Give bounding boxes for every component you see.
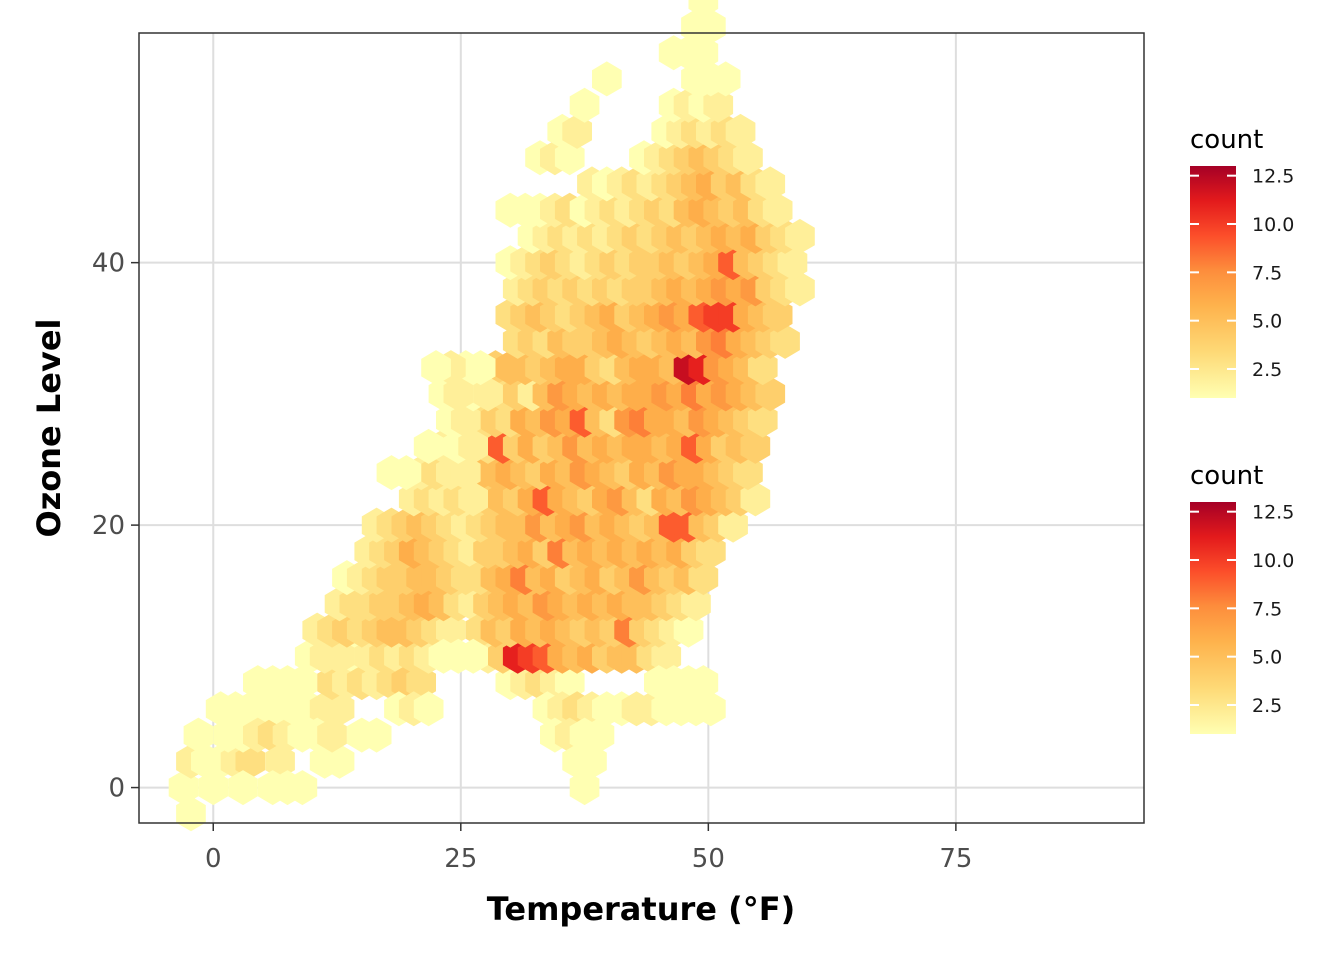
hex-bin <box>465 350 496 386</box>
hex-bin <box>495 192 526 228</box>
x-tick-label: 25 <box>444 844 477 874</box>
legend-colorbar <box>1190 502 1236 734</box>
hex-bin <box>688 0 719 18</box>
hex-bin <box>391 455 422 491</box>
legend-label: 5.0 <box>1252 311 1282 333</box>
color-legend: count 2.5 5.0 7.5 10.0 12.5 <box>1190 125 1294 398</box>
hex-bin <box>733 140 763 176</box>
hex-bin <box>755 376 786 412</box>
hex-bin <box>710 61 741 97</box>
hex-bin <box>673 612 704 648</box>
hex-bin <box>577 743 607 779</box>
axis-ticks: 0 25 50 75 0 20 40 <box>92 249 973 874</box>
y-tick-label: 0 <box>108 774 125 804</box>
hex-bin <box>421 350 451 386</box>
hex-bin <box>703 87 734 123</box>
y-tick-label: 40 <box>92 249 125 279</box>
hex-bin <box>770 323 800 359</box>
hex-bin <box>317 717 347 753</box>
x-tick-label: 75 <box>939 844 972 874</box>
hexbin-cells <box>168 0 815 832</box>
legend-label: 7.5 <box>1252 598 1282 620</box>
hex-bin <box>740 428 771 464</box>
hex-bin <box>458 481 488 517</box>
hex-bin <box>413 428 444 464</box>
legend-title: count <box>1190 125 1263 155</box>
legend-title: count <box>1190 461 1263 491</box>
hex-bin <box>228 770 258 806</box>
hex-bin <box>198 770 229 806</box>
hex-bin <box>554 140 585 176</box>
legend-label: 2.5 <box>1252 359 1282 381</box>
hex-bin <box>205 691 236 727</box>
hex-bin <box>243 665 273 701</box>
hex-bin <box>725 113 756 149</box>
hex-bin <box>688 665 719 701</box>
hex-bin <box>413 691 444 727</box>
hex-bin <box>569 87 600 123</box>
hex-bin <box>443 376 474 412</box>
hex-bin <box>569 770 600 806</box>
hex-bin <box>361 717 392 753</box>
hex-bin <box>755 166 786 202</box>
legend-label: 10.0 <box>1252 214 1294 236</box>
legend-label: 12.5 <box>1252 166 1294 188</box>
plot-panel-border <box>138 32 1145 824</box>
hex-bin <box>592 61 622 97</box>
x-tick-label: 0 <box>205 844 222 874</box>
hex-bin <box>696 533 726 569</box>
legend-label: 12.5 <box>1252 502 1294 524</box>
y-tick-label: 20 <box>92 511 125 541</box>
hex-bin <box>762 192 793 228</box>
hex-bin <box>688 35 719 71</box>
y-axis-title: Ozone Level <box>30 318 68 537</box>
hex-bin <box>458 428 488 464</box>
x-axis-title: Temperature (°F) <box>487 890 795 928</box>
hex-bin <box>473 376 503 412</box>
legend-label: 2.5 <box>1252 695 1282 717</box>
x-tick-label: 50 <box>692 844 725 874</box>
hex-bin <box>183 717 214 753</box>
hex-bin <box>785 271 815 307</box>
hex-bin <box>777 245 808 281</box>
legend-colorbar <box>1190 166 1236 398</box>
hex-bin <box>785 218 815 254</box>
legend-label: 10.0 <box>1252 550 1294 572</box>
hex-bin <box>458 638 488 674</box>
hex-bin <box>287 770 318 806</box>
legend-label: 5.0 <box>1252 647 1282 669</box>
color-legend: count 2.5 5.0 7.5 10.0 12.5 <box>1190 461 1294 734</box>
hex-bin <box>740 481 771 517</box>
legend-label: 7.5 <box>1252 262 1282 284</box>
legends: count 2.5 5.0 7.5 10.0 12.5 count 2.5 5.0 7.5 10.0… <box>1190 125 1294 734</box>
